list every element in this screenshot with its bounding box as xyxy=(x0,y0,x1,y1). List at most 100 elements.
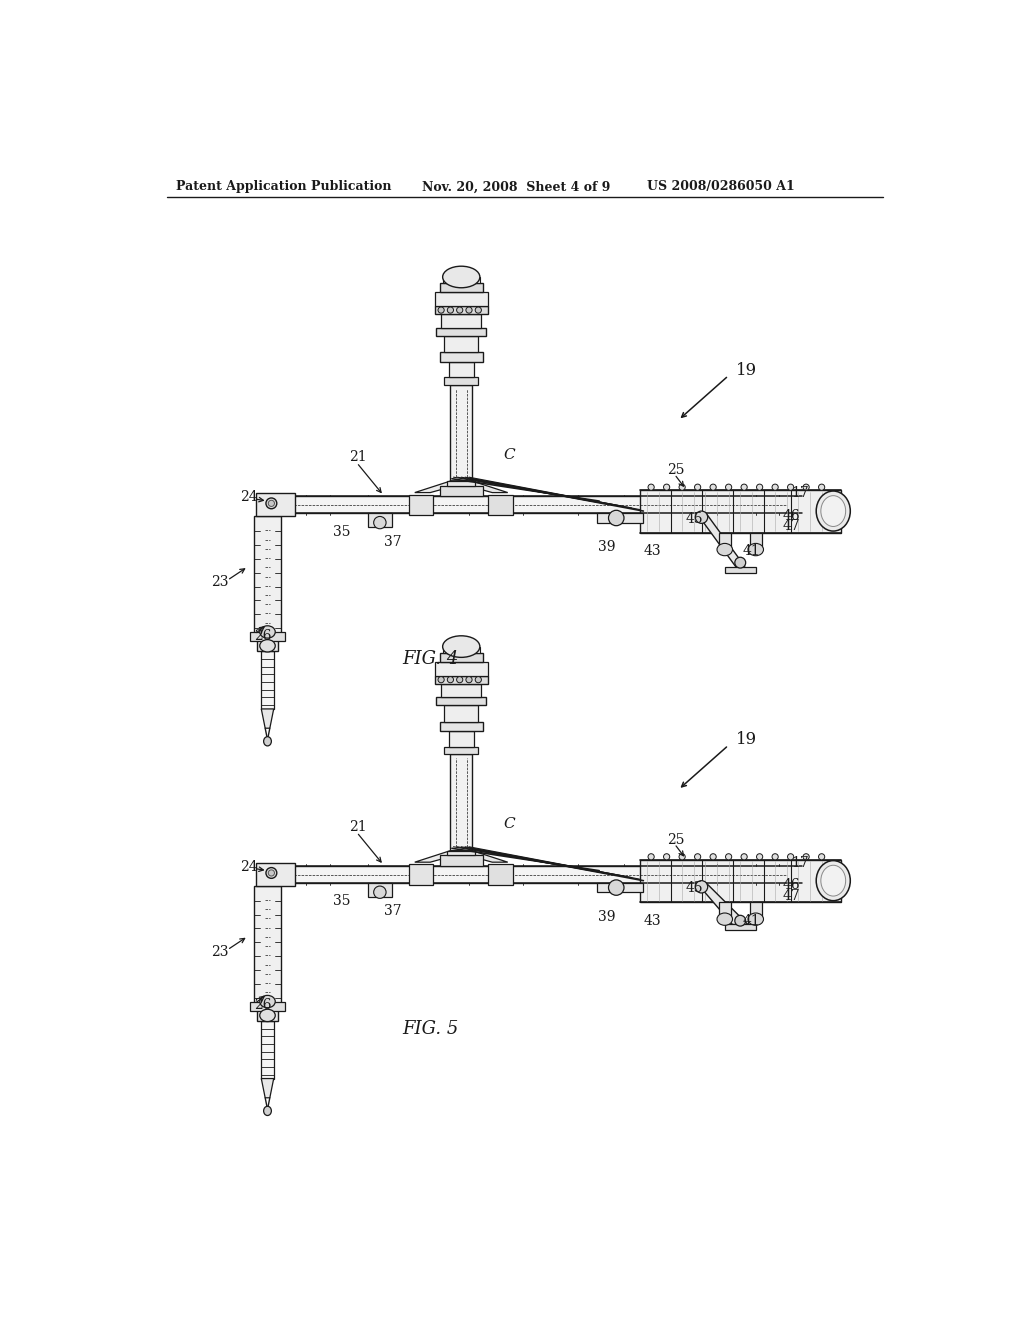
Text: 37: 37 xyxy=(384,535,401,549)
Ellipse shape xyxy=(475,677,481,682)
Text: 17: 17 xyxy=(792,855,809,870)
Ellipse shape xyxy=(772,854,778,859)
Ellipse shape xyxy=(266,498,276,508)
Ellipse shape xyxy=(726,484,732,490)
Bar xyxy=(725,566,756,573)
Text: 43: 43 xyxy=(643,913,662,928)
Ellipse shape xyxy=(741,854,748,859)
Text: Nov. 20, 2008  Sheet 4 of 9: Nov. 20, 2008 Sheet 4 of 9 xyxy=(423,181,611,194)
Ellipse shape xyxy=(757,484,763,490)
Text: FIG. 4: FIG. 4 xyxy=(402,649,459,668)
Ellipse shape xyxy=(466,308,472,313)
Text: Patent Application Publication: Patent Application Publication xyxy=(176,181,391,194)
Text: 19: 19 xyxy=(736,362,758,379)
Text: 47: 47 xyxy=(783,520,801,533)
Polygon shape xyxy=(451,850,508,862)
Ellipse shape xyxy=(803,854,809,859)
Bar xyxy=(409,865,433,884)
Bar xyxy=(263,866,802,883)
Ellipse shape xyxy=(438,308,444,313)
Ellipse shape xyxy=(821,866,846,896)
Text: 41: 41 xyxy=(742,544,761,558)
Ellipse shape xyxy=(648,484,654,490)
Text: 23: 23 xyxy=(211,576,228,589)
Bar xyxy=(488,865,513,884)
Bar xyxy=(435,676,487,684)
Text: 45: 45 xyxy=(686,512,703,525)
Text: 39: 39 xyxy=(598,540,615,554)
Bar xyxy=(444,705,478,722)
Ellipse shape xyxy=(694,484,700,490)
Polygon shape xyxy=(261,709,273,729)
Bar xyxy=(439,284,483,293)
Ellipse shape xyxy=(748,544,764,556)
Text: 43: 43 xyxy=(643,544,662,558)
Ellipse shape xyxy=(664,484,670,490)
Bar xyxy=(263,496,802,513)
Bar xyxy=(439,855,483,866)
Bar xyxy=(261,1020,273,1078)
Bar xyxy=(597,513,643,523)
Bar xyxy=(251,632,285,642)
Bar xyxy=(369,513,391,527)
Ellipse shape xyxy=(263,1106,271,1115)
Bar xyxy=(444,335,478,352)
Bar xyxy=(251,1002,285,1011)
Ellipse shape xyxy=(260,640,275,652)
Text: 17: 17 xyxy=(792,486,809,500)
Ellipse shape xyxy=(694,854,700,859)
Text: C: C xyxy=(504,817,515,832)
Ellipse shape xyxy=(260,1010,275,1022)
Ellipse shape xyxy=(717,544,732,556)
Text: 21: 21 xyxy=(349,450,367,465)
Ellipse shape xyxy=(457,308,463,313)
Ellipse shape xyxy=(266,867,276,878)
Text: 19: 19 xyxy=(736,731,758,748)
Ellipse shape xyxy=(664,854,670,859)
Bar xyxy=(451,755,472,850)
Ellipse shape xyxy=(787,484,794,490)
Ellipse shape xyxy=(447,677,454,682)
Ellipse shape xyxy=(648,854,654,859)
Ellipse shape xyxy=(818,484,824,490)
Polygon shape xyxy=(697,883,748,924)
Ellipse shape xyxy=(679,484,685,490)
Bar xyxy=(257,1010,279,1020)
Ellipse shape xyxy=(735,557,745,568)
Polygon shape xyxy=(415,850,472,862)
Bar xyxy=(449,731,474,747)
Polygon shape xyxy=(261,1078,273,1098)
Bar xyxy=(750,532,762,548)
Ellipse shape xyxy=(787,854,794,859)
Ellipse shape xyxy=(816,491,850,531)
Ellipse shape xyxy=(438,677,444,682)
Text: 41: 41 xyxy=(742,913,761,928)
Text: 35: 35 xyxy=(334,525,351,539)
Ellipse shape xyxy=(710,484,716,490)
Bar xyxy=(435,293,487,306)
Bar xyxy=(256,494,295,516)
Ellipse shape xyxy=(679,854,685,859)
Bar xyxy=(435,663,487,676)
Polygon shape xyxy=(697,513,744,566)
Text: 25: 25 xyxy=(667,833,684,847)
Bar xyxy=(254,516,282,640)
Bar xyxy=(447,480,475,486)
Bar xyxy=(439,486,483,496)
Ellipse shape xyxy=(818,854,824,859)
Text: 37: 37 xyxy=(384,904,401,919)
Ellipse shape xyxy=(710,854,716,859)
Ellipse shape xyxy=(748,913,764,925)
Bar xyxy=(725,924,756,929)
Ellipse shape xyxy=(735,915,745,927)
Ellipse shape xyxy=(821,496,846,527)
Bar xyxy=(435,306,487,314)
Ellipse shape xyxy=(803,484,809,490)
Ellipse shape xyxy=(717,913,732,925)
Text: 46: 46 xyxy=(783,508,801,523)
Bar xyxy=(441,314,481,327)
Text: 45: 45 xyxy=(686,882,703,895)
Ellipse shape xyxy=(447,308,454,313)
Text: 35: 35 xyxy=(334,895,351,908)
Bar xyxy=(488,495,513,515)
